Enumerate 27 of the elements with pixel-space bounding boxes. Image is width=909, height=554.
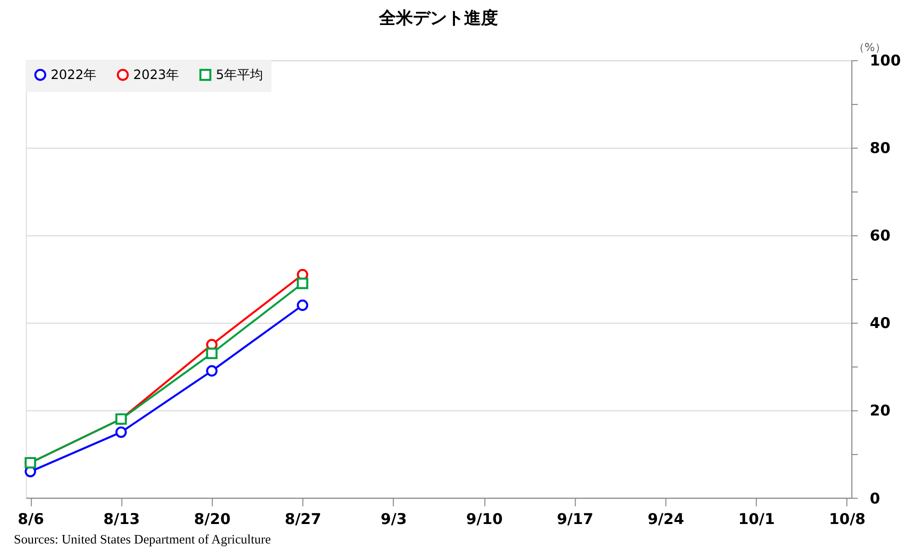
x-tick-label: 9/3: [380, 510, 407, 528]
point: [296, 300, 308, 311]
x-tick-label: 8/13: [103, 510, 140, 528]
x-tick-label: 9/10: [466, 510, 503, 528]
legend-label: 2023年: [133, 68, 180, 83]
y-axis-title: （%）: [854, 40, 886, 54]
chart-title: 全米デント進度: [378, 7, 498, 28]
legend-label: 2022年: [50, 68, 97, 83]
legend-label: 5年平均: [216, 68, 264, 83]
x-tick-label: 9/17: [556, 510, 594, 528]
x-tick-label: 8/27: [284, 510, 322, 528]
y-tick-label: 0: [870, 489, 880, 508]
point: [206, 365, 218, 377]
y-tick-label: 20: [870, 402, 890, 420]
point: [206, 348, 218, 360]
y-tick-label: 80: [870, 139, 890, 158]
source-note: Sources: United States Department of Agriculture: [14, 532, 272, 547]
y-tick-label: 100: [870, 52, 901, 70]
x-tick-label: 8/20: [194, 510, 231, 528]
x-tick-label: 10/8: [829, 510, 866, 528]
x-tick-label: 8/6: [18, 510, 44, 528]
y-tick-label: 60: [870, 226, 890, 245]
x-tick-label: 10/1: [738, 510, 775, 528]
x-tick-label: 9/24: [648, 510, 684, 528]
point: [296, 278, 308, 290]
point: [115, 426, 127, 438]
y-tick-label: 40: [870, 314, 890, 332]
